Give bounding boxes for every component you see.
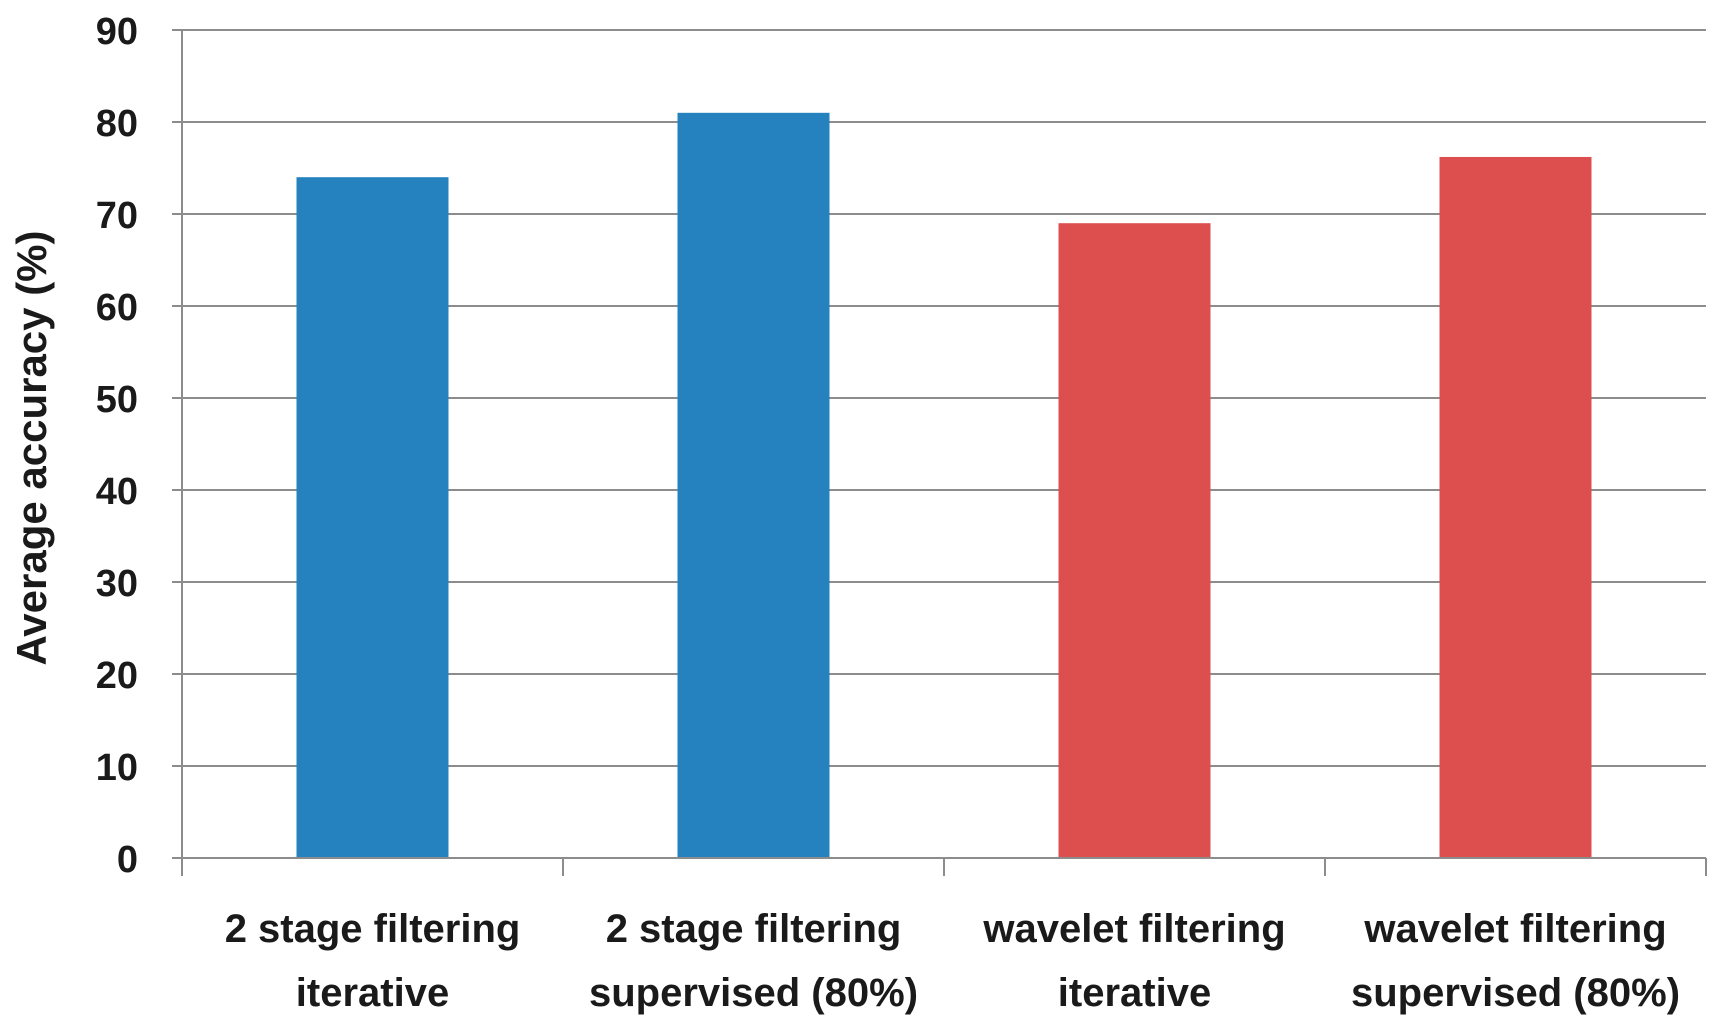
y-tick-label: 70 — [96, 195, 138, 237]
bar — [1439, 156, 1592, 858]
x-tick-label: wavelet filtering — [1363, 907, 1666, 951]
x-tick-labels: 2 stage filtering iterative 2 stage filter… — [225, 907, 1680, 1015]
x-tick-label: iterative — [1058, 971, 1211, 1015]
x-tick-label: 2 stage filtering — [225, 907, 521, 951]
bar — [296, 177, 449, 858]
y-tick-label: 0 — [117, 839, 138, 881]
bars — [296, 112, 1592, 859]
y-tick-label: 80 — [96, 103, 138, 145]
y-tick-label: 40 — [96, 471, 138, 513]
y-tick-label: 10 — [96, 747, 138, 789]
y-tick-label: 60 — [96, 287, 138, 329]
x-tick-label: wavelet filtering — [982, 907, 1285, 951]
x-tick-label: supervised (80%) — [589, 971, 918, 1015]
axes — [172, 29, 1707, 876]
x-tick-label: supervised (80%) — [1351, 971, 1680, 1015]
y-tick-label: 90 — [96, 11, 138, 53]
y-tick-label: 50 — [96, 379, 138, 421]
y-tick-labels: 0 10 20 30 40 50 60 70 80 90 — [96, 11, 138, 881]
x-tick-label: iterative — [296, 971, 449, 1015]
x-tick-label: 2 stage filtering — [606, 907, 902, 951]
y-tick-label: 30 — [96, 563, 138, 605]
y-axis-label: Average accuracy (%) — [8, 230, 55, 665]
y-tick-label: 20 — [96, 655, 138, 697]
bar — [1058, 223, 1211, 858]
bar — [677, 112, 830, 859]
